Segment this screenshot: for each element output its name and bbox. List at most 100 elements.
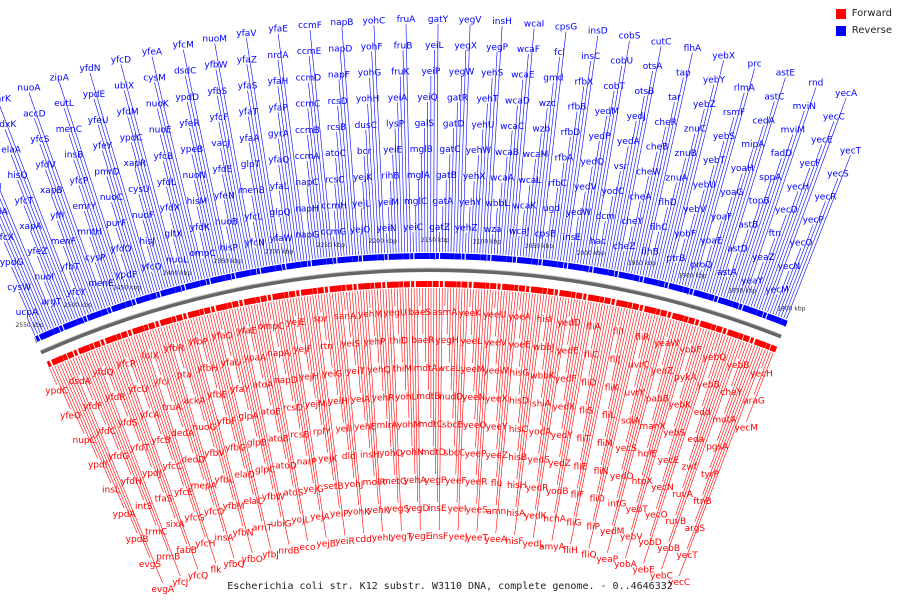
reverse-gene-label: yebV (683, 205, 707, 215)
forward-gene-leader (753, 351, 771, 395)
reverse-gene-leader (373, 25, 385, 254)
forward-gene-block (655, 308, 661, 316)
forward-gene-leader (621, 316, 661, 470)
forward-gene-leader (190, 318, 253, 554)
forward-gene-label: yeeP (465, 449, 487, 459)
reverse-gene-label: emrY (72, 202, 96, 212)
reverse-gene-label: yecE (811, 136, 833, 146)
forward-gene-leader (176, 322, 205, 421)
reverse-gene-leader (514, 28, 535, 256)
reverse-gene-leader (248, 116, 273, 265)
forward-gene-leader (565, 299, 578, 373)
forward-gene-label: yehA (404, 476, 428, 486)
reverse-gene-block (418, 253, 426, 260)
reverse-gene-label: wcaL (518, 176, 541, 186)
reverse-gene-leader (220, 148, 245, 270)
forward-gene-leader (72, 358, 81, 376)
reverse-gene-label: yfcN (245, 239, 265, 249)
forward-gene-label: yedR (526, 484, 549, 494)
reverse-gene-leader (189, 127, 222, 275)
reverse-gene-leader (78, 185, 119, 304)
legend: Forward Reverse (835, 8, 892, 42)
reverse-gene-leader (120, 64, 180, 285)
reverse-gene-leader (690, 92, 745, 288)
reverse-gene-block (557, 261, 564, 269)
reverse-gene-label: yfaA (239, 134, 260, 144)
reverse-gene-block (149, 292, 158, 300)
legend-item-reverse: Reverse (835, 25, 892, 36)
forward-gene-label: yeiS (341, 340, 360, 350)
reverse-gene-label: yejO (350, 225, 370, 235)
reverse-gene-leader (698, 245, 712, 290)
forward-gene-label: yedK (524, 512, 548, 522)
forward-gene-label: yfbF (217, 417, 236, 427)
reverse-gene-label: yecN (778, 262, 801, 272)
forward-gene-block (563, 290, 572, 298)
reverse-gene-block (696, 290, 706, 299)
forward-gene-leader (365, 290, 383, 532)
forward-gene-block (374, 282, 382, 289)
forward-gene-block (370, 282, 375, 289)
reverse-gene-leader (4, 129, 78, 318)
forward-gene-leader (519, 292, 522, 311)
forward-gene-label: evgA (151, 585, 175, 595)
reverse-gene-label: cysP (85, 253, 106, 263)
reverse-gene-label: lysP (386, 120, 405, 130)
forward-gene-label: yobA (614, 560, 638, 570)
reverse-gene-block (542, 259, 548, 267)
reverse-gene-label: pdxK (0, 120, 17, 130)
forward-gene-leader (496, 290, 505, 393)
reverse-gene-leader (360, 208, 365, 255)
forward-gene-leader (329, 293, 344, 423)
forward-gene-block (164, 317, 173, 325)
reverse-gene-block (307, 260, 312, 267)
reverse-gene-leader (525, 159, 536, 257)
forward-gene-label: fliE (573, 463, 587, 473)
forward-gene-block (592, 295, 601, 303)
reverse-gene-leader (111, 202, 141, 296)
reverse-gene-label: cpsB (535, 230, 557, 240)
forward-gene-label: yfcR (117, 359, 137, 369)
forward-gene-leader (608, 309, 631, 410)
reverse-gene-leader (194, 180, 217, 276)
forward-gene-label: yeeJ (449, 533, 468, 543)
reverse-gene-label: ypdF (115, 270, 137, 280)
reverse-gene-block (469, 253, 478, 261)
reverse-gene-leader (306, 161, 319, 259)
forward-gene-leader (267, 301, 272, 320)
reverse-gene-leader (648, 231, 660, 277)
forward-gene-leader (396, 288, 400, 335)
forward-gene-block (502, 283, 508, 291)
reverse-gene-leader (251, 195, 265, 267)
reverse-gene-block (199, 279, 207, 287)
forward-gene-leader (130, 336, 173, 461)
forward-gene-label: yehK (367, 506, 391, 516)
reverse-gene-label: nuoL (166, 256, 188, 266)
reverse-gene-leader (619, 250, 625, 271)
reverse-gene-leader (11, 266, 41, 334)
forward-gene-leader (438, 288, 443, 531)
reverse-gene-label: nrdA (267, 51, 289, 61)
forward-gene-label: flu (491, 479, 502, 489)
reverse-gene-leader (734, 158, 782, 301)
forward-gene-block (66, 351, 75, 359)
forward-gene-leader (77, 356, 107, 425)
reverse-gene-label: yoaE (700, 236, 722, 246)
forward-gene-leader (532, 298, 570, 538)
reverse-gene-label: yejL (352, 199, 370, 209)
chart-title: Escherichia coli str. K12 substr. W3110 … (227, 581, 673, 592)
reverse-gene-block (745, 306, 755, 315)
forward-gene-label: yeeU (483, 310, 506, 320)
reverse-gene-label: mglA (407, 171, 431, 181)
forward-gene-label: pabB (646, 394, 669, 404)
reverse-gene-leader (519, 210, 525, 257)
reverse-gene-block (628, 273, 634, 281)
legend-swatch-reverse (835, 25, 846, 36)
reverse-gene-label: yecD (775, 206, 798, 216)
forward-gene-label: baeR (411, 336, 434, 346)
forward-gene-label: yohN (400, 448, 423, 458)
reverse-gene-label: yfaL (270, 182, 289, 192)
reverse-gene-leader (163, 160, 194, 282)
reverse-gene-block (315, 258, 324, 266)
reverse-gene-leader (565, 35, 599, 262)
